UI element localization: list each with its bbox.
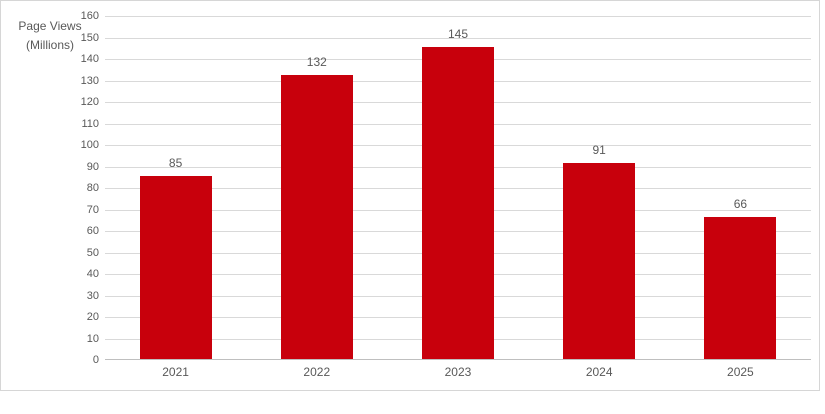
y-tick-label: 30	[86, 289, 99, 302]
bar-2023	[422, 47, 494, 359]
bar-2025	[704, 217, 777, 359]
x-axis-label: 2024	[585, 365, 613, 379]
y-tick-label: 0	[92, 354, 99, 366]
gridline	[105, 37, 811, 39]
y-axis-title-line1: Page Views	[18, 19, 82, 33]
y-tick-label: 20	[86, 311, 99, 323]
x-axis-label: 2021	[162, 365, 189, 379]
y-tick-label: 80	[86, 182, 99, 194]
y-tick-label: 120	[80, 96, 99, 108]
bar-value-label: 132	[306, 55, 327, 70]
x-axis-label: 2025	[727, 365, 754, 379]
bar-2022	[280, 75, 353, 359]
gridline	[105, 16, 811, 17]
y-tick-label: 90	[86, 160, 99, 173]
x-axis-label: 2023	[444, 365, 472, 379]
y-tick-label: 60	[86, 225, 99, 237]
y-axis-title: Page Views (Millions)	[9, 17, 91, 55]
y-tick-label: 110	[81, 117, 99, 130]
y-tick-label: 150	[80, 31, 99, 44]
y-tick-label: 140	[80, 53, 99, 65]
y-tick-label: 160	[80, 10, 99, 22]
bar-2021	[139, 176, 212, 359]
plot-area: 85 132 145 91 66	[105, 16, 811, 360]
y-tick-label: 100	[80, 139, 99, 151]
bar-value-label: 66	[733, 197, 748, 212]
y-tick-label: 50	[86, 246, 99, 259]
x-axis-label: 2022	[303, 365, 331, 379]
bar-value-label: 85	[168, 156, 183, 171]
bar-value-label: 145	[447, 27, 468, 42]
y-axis-title-line2: (Millions)	[26, 38, 74, 52]
x-axis-labels: 2021 2022 2023 2024 2025	[1, 365, 825, 383]
chart-frame: Page Views (Millions) 85 132 145 91 66 0 10 20…	[0, 0, 820, 391]
y-tick-label: 10	[86, 332, 99, 345]
y-tick-label: 40	[86, 268, 99, 280]
bar-2024	[563, 163, 636, 359]
bar-value-label: 91	[592, 143, 606, 158]
y-tick-label: 70	[86, 203, 99, 216]
y-tick-label: 130	[80, 74, 99, 87]
